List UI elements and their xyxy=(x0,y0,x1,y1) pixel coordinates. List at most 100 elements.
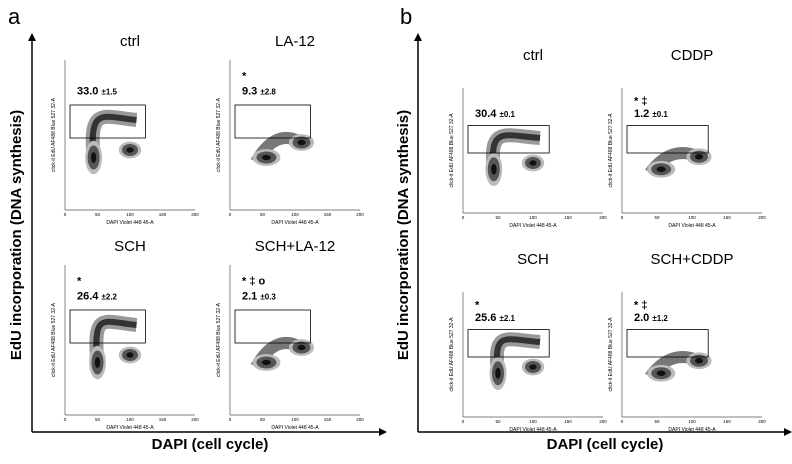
x-tick-label: 0 xyxy=(462,419,465,424)
gate xyxy=(234,309,311,344)
gate-percentage: 33.0 ±1.5 xyxy=(77,86,118,98)
arrow-head xyxy=(28,33,36,41)
arrow-head xyxy=(414,33,422,41)
density xyxy=(297,139,306,146)
x-tick-label: 50 xyxy=(654,215,660,220)
x-tick-label: 100 xyxy=(688,215,696,220)
density xyxy=(261,154,271,161)
x-tick-label: 50 xyxy=(260,417,266,422)
gate xyxy=(626,329,709,358)
gate xyxy=(467,329,550,358)
gate-percentage: 2.1 ±0.3 xyxy=(242,291,276,303)
x-tick-label: 100 xyxy=(688,419,696,424)
plot-y-axis-label: click-it EdU AF488 Blue 527 32-A xyxy=(51,302,57,377)
x-tick-label: 200 xyxy=(758,419,766,424)
gate-value: 2.0 xyxy=(634,312,649,324)
flow-plot: SCH+CDDP 0 50 100 150 200 DAPI Violet 448 45-A… xyxy=(608,251,766,433)
y-axis-label: EdU incorporation (DNA synthesis) xyxy=(8,110,25,360)
plot-x-axis-label: DAPI Violet 448 45-A xyxy=(106,425,154,431)
x-tick-label: 100 xyxy=(126,417,134,422)
x-tick-label: 200 xyxy=(599,215,607,220)
plot-x-axis-label: DAPI Violet 448 45-A xyxy=(668,223,716,229)
x-tick-label: 150 xyxy=(159,212,167,217)
plot-x-axis-label: DAPI Violet 448 45-A xyxy=(271,425,319,431)
plot-title: CDDP xyxy=(671,47,714,64)
x-tick-label: 0 xyxy=(621,419,624,424)
flow-plot: LA-12 0 50 100 150 200 DAPI Violet 448 45-A cli… xyxy=(216,33,364,226)
density xyxy=(656,370,666,376)
x-tick-label: 150 xyxy=(564,419,572,424)
density xyxy=(297,344,306,351)
density xyxy=(126,352,134,358)
gate xyxy=(69,309,146,344)
significance-marker: * ‡ xyxy=(634,95,647,107)
x-tick-label: 100 xyxy=(126,212,134,217)
x-tick-label: 200 xyxy=(191,417,199,422)
x-tick-label: 150 xyxy=(324,212,332,217)
x-tick-label: 100 xyxy=(529,419,537,424)
gate-value: 1.2 xyxy=(634,108,649,120)
gate-sd: ±0.3 xyxy=(260,293,276,302)
x-tick-label: 0 xyxy=(64,212,67,217)
gate-value: 2.1 xyxy=(242,291,257,303)
gate-value: 30.4 xyxy=(475,108,497,120)
arrow-head xyxy=(379,428,387,436)
plot-x-axis-label: DAPI Violet 448 45-A xyxy=(509,223,557,229)
x-tick-label: 50 xyxy=(260,212,266,217)
gate-value: 9.3 xyxy=(242,86,257,98)
x-tick-label: 0 xyxy=(229,212,232,217)
flow-plot: CDDP 0 50 100 150 200 DAPI Violet 448 45-A clic… xyxy=(608,47,766,229)
gate-sd: ±1.5 xyxy=(101,88,117,97)
x-tick-label: 150 xyxy=(723,215,731,220)
x-tick-label: 50 xyxy=(95,212,101,217)
plot-y-axis-label: click-it EdU AF488 Blue 527 32-A xyxy=(449,113,455,188)
panel-letter: a xyxy=(8,4,21,29)
plot-y-axis-label: click-it EdU AF488 Blue 527 32-A xyxy=(216,302,222,377)
plot-x-axis-label: DAPI Violet 448 45-A xyxy=(668,427,716,433)
gate-sd: ±1.2 xyxy=(652,314,668,323)
density xyxy=(94,357,101,368)
density xyxy=(694,154,704,160)
density xyxy=(529,160,537,166)
gate-value: 26.4 xyxy=(77,291,99,303)
gate-value: 33.0 xyxy=(77,86,98,98)
plot-title: LA-12 xyxy=(275,33,315,50)
gate-sd: ±2.2 xyxy=(101,293,117,302)
density xyxy=(656,166,666,172)
plot-y-axis-label: click-it EdU AF488 Blue 527 32-A xyxy=(608,317,614,392)
density xyxy=(491,163,497,175)
gate xyxy=(234,104,311,139)
plot-y-axis-label: click-it EdU AF488 Blue 527 32-A xyxy=(449,317,455,392)
significance-marker: * xyxy=(475,299,480,311)
x-tick-label: 200 xyxy=(356,212,364,217)
x-tick-label: 150 xyxy=(564,215,572,220)
gate-percentage: 2.0 ±1.2 xyxy=(634,312,668,324)
gate-percentage: 9.3 ±2.8 xyxy=(242,86,276,98)
x-tick-label: 200 xyxy=(356,417,364,422)
plot-y-axis-label: click-it EdU AF488 Blue 527 32-A xyxy=(51,97,57,172)
x-tick-label: 100 xyxy=(291,417,299,422)
panel-letter: b xyxy=(400,4,412,29)
gate-sd: ±0.1 xyxy=(499,110,515,119)
plot-x-axis-label: DAPI Violet 448 45-A xyxy=(509,427,557,433)
x-tick-label: 50 xyxy=(654,419,660,424)
x-tick-label: 200 xyxy=(758,215,766,220)
x-tick-label: 50 xyxy=(495,419,501,424)
density xyxy=(90,152,97,163)
x-tick-label: 0 xyxy=(229,417,232,422)
gate-value: 25.6 xyxy=(475,312,496,324)
x-tick-label: 0 xyxy=(462,215,465,220)
flow-plot: ctrl 0 50 100 150 200 DAPI Violet 448 45-A clic… xyxy=(449,47,607,229)
gate xyxy=(69,104,146,139)
density xyxy=(261,359,271,366)
plot-y-axis-label: click-it EdU AF488 Blue 527 32-A xyxy=(608,113,614,188)
gate-percentage: 30.4 ±0.1 xyxy=(475,108,516,120)
plot-title: SCH xyxy=(114,238,146,255)
flow-plot: ctrl 0 50 100 150 200 DAPI Violet 448 45-A clic… xyxy=(51,33,199,226)
gate-percentage: 1.2 ±0.1 xyxy=(634,108,668,120)
significance-marker: * xyxy=(242,71,247,83)
density xyxy=(495,367,501,379)
gate-sd: ±0.1 xyxy=(652,110,668,119)
significance-marker: * ‡ o xyxy=(242,276,266,288)
